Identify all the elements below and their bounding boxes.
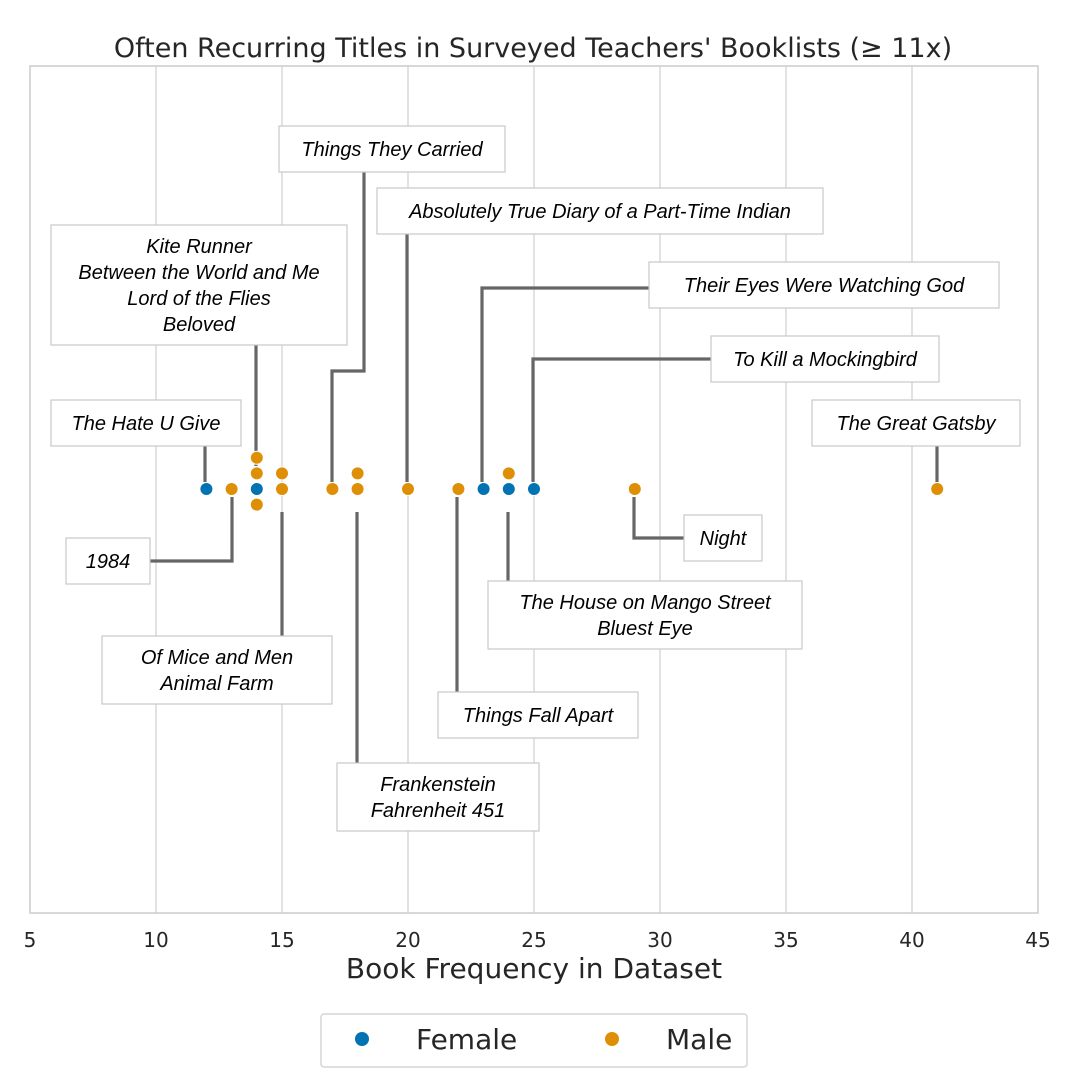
- x-tick-label: 25: [521, 928, 546, 952]
- annotation: 1984: [65, 537, 151, 585]
- annotation-leader: [480, 286, 649, 482]
- annotation-box: [487, 580, 803, 650]
- annotation: Kite Runner Between the World and Me Lord …: [50, 224, 348, 346]
- annotation-label: Lord of the Flies: [127, 288, 270, 310]
- annotation-label: The Great Gatsby: [837, 413, 997, 435]
- annotation-leader: [150, 497, 234, 563]
- annotation: Things They Carried: [278, 125, 506, 173]
- annotation-leader: [632, 497, 684, 540]
- annotation-label: The Hate U Give: [72, 413, 221, 435]
- plot-frame: [29, 65, 1039, 914]
- annotation-label: To Kill a Mockingbird: [733, 349, 918, 371]
- legend-label-male: Male: [666, 1023, 732, 1056]
- annotation-box: [376, 187, 824, 235]
- annotation-label: Of Mice and Men: [141, 647, 293, 669]
- annotation-label: 1984: [86, 551, 131, 573]
- annotation-label: Beloved: [163, 314, 236, 336]
- annotation-label: Absolutely True Diary of a Part-Time Ind…: [408, 201, 791, 223]
- point-male: [224, 482, 239, 496]
- annotation-box: [50, 399, 242, 447]
- annotation: The House on Mango Street Bluest Eye: [487, 580, 803, 650]
- annotation-label: The House on Mango Street: [519, 592, 772, 614]
- annotation-label: Between the World and Me: [78, 262, 319, 284]
- annotation-leaders: [150, 172, 939, 763]
- point-male: [249, 450, 264, 465]
- annotation-label: Bluest Eye: [597, 618, 693, 640]
- annotation-box: [278, 125, 506, 173]
- legend-label-female: Female: [416, 1023, 517, 1056]
- point-male: [930, 482, 945, 496]
- point-male: [350, 466, 365, 481]
- point-male: [451, 482, 466, 496]
- point-male: [249, 497, 264, 512]
- point-female: [501, 482, 516, 496]
- legend-marker-male: [605, 1032, 619, 1046]
- point-male: [249, 466, 264, 481]
- legend: Female Male: [320, 1013, 748, 1068]
- annotation: The Great Gatsby: [811, 399, 1021, 447]
- x-tick-label: 30: [647, 928, 672, 952]
- x-tick-label: 15: [269, 928, 294, 952]
- point-female: [476, 482, 491, 496]
- annotation-box: [101, 635, 333, 705]
- legend-frame: [320, 1013, 748, 1068]
- annotation: Of Mice and Men Animal Farm: [101, 635, 333, 705]
- annotation-label: Fahrenheit 451: [371, 800, 506, 822]
- point-male: [275, 466, 289, 481]
- annotation: Things Fall Apart: [437, 691, 639, 739]
- annotation-box: [648, 261, 1000, 309]
- annotation: Their Eyes Were Watching God: [648, 261, 1000, 309]
- annotation: Frankenstein Fahrenheit 451: [336, 762, 540, 832]
- annotation-box: [811, 399, 1021, 447]
- point-female: [527, 482, 541, 496]
- x-tick-label: 45: [1025, 928, 1050, 952]
- point-male: [275, 482, 289, 496]
- annotation-label: Night: [700, 528, 748, 550]
- annotation-leader: [330, 172, 366, 482]
- point-female: [249, 482, 264, 496]
- point-male: [401, 482, 415, 496]
- x-tick-label: 35: [773, 928, 798, 952]
- annotation-box: [683, 514, 763, 562]
- annotation: Night: [683, 514, 763, 562]
- annotation-box: [65, 537, 151, 585]
- annotation-box: [710, 335, 940, 383]
- point-male: [325, 482, 340, 496]
- point-male: [627, 482, 642, 496]
- annotation-label: Their Eyes Were Watching God: [684, 275, 965, 297]
- x-axis-ticks: 5 10 15 20 25 30 35 40 45: [24, 928, 1051, 952]
- chart-title: Often Recurring Titles in Surveyed Teach…: [114, 33, 952, 64]
- x-tick-label: 10: [143, 928, 168, 952]
- point-male: [501, 466, 516, 481]
- annotation-box: [50, 224, 348, 346]
- annotation-label: Animal Farm: [159, 673, 273, 695]
- x-tick-label: 40: [899, 928, 924, 952]
- annotation: Absolutely True Diary of a Part-Time Ind…: [376, 187, 824, 235]
- data-points: [199, 450, 945, 512]
- annotation-box: [437, 691, 639, 739]
- annotation-boxes: The Hate U Give 1984 Kite Runner Between th…: [50, 125, 1021, 832]
- point-male: [350, 482, 365, 496]
- x-tick-label: 5: [24, 928, 37, 952]
- point-female: [199, 482, 214, 496]
- annotation-label: Frankenstein: [380, 774, 496, 796]
- annotation: To Kill a Mockingbird: [710, 335, 940, 383]
- annotation-box: [336, 762, 540, 832]
- annotation-label: Kite Runner: [146, 236, 253, 258]
- annotation-label: Things Fall Apart: [463, 705, 615, 727]
- annotation: The Hate U Give: [50, 399, 242, 447]
- annotation-label: Things They Carried: [301, 139, 483, 161]
- x-axis-label: Book Frequency in Dataset: [346, 952, 722, 985]
- x-tick-label: 20: [395, 928, 420, 952]
- legend-marker-female: [355, 1032, 369, 1046]
- annotation-leader: [531, 357, 711, 482]
